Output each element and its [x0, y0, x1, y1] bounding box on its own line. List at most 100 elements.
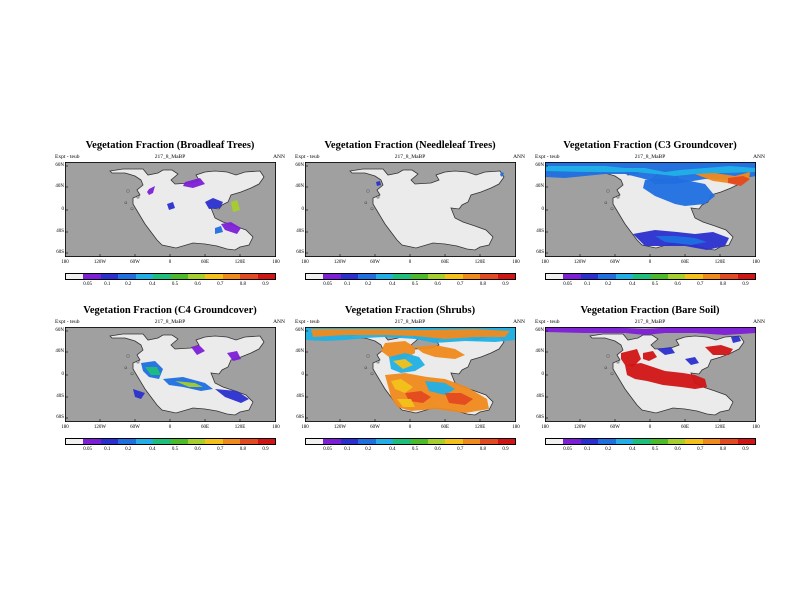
colorbar-swatch — [445, 274, 463, 279]
latitude-label: 40N — [535, 349, 544, 354]
colorbar-tick-label: 0.6 — [194, 447, 201, 452]
colorbar-swatch — [240, 439, 258, 444]
latitude-label: 60N — [535, 163, 544, 168]
colorbar-swatch — [580, 274, 599, 279]
latitude-label: 60N — [295, 163, 304, 168]
colorbar-swatch — [393, 439, 411, 444]
longitude-label: 60W — [370, 260, 380, 265]
colorbar-tick-label: 0.4 — [149, 447, 156, 452]
colorbar-swatch — [563, 439, 581, 444]
colorbar-tick-label: 0.9 — [502, 447, 509, 452]
colorbar-swatch — [598, 274, 616, 279]
latitude-label: 40S — [56, 229, 64, 234]
longitude-label: 120E — [714, 260, 726, 265]
colorbar-swatch — [633, 274, 651, 279]
vegetation-patch — [705, 345, 733, 355]
longitude-label: 120W — [573, 425, 587, 430]
colorbar-tick-label: 0.8 — [239, 447, 246, 452]
vegetation-patch — [445, 393, 473, 405]
vegetation-patch — [500, 172, 504, 177]
colorbar-swatch — [462, 439, 481, 444]
colorbar-tick-label: 0.2 — [125, 447, 132, 452]
season-label: ANN — [273, 154, 285, 160]
longitude-label: 60E — [200, 425, 210, 430]
island — [370, 207, 374, 210]
vegetation-patch — [227, 351, 241, 361]
map-frame — [545, 327, 756, 422]
longitude-label: 60E — [200, 260, 210, 265]
colorbar-swatch — [720, 439, 738, 444]
colorbar-tick-label: 0.9 — [262, 447, 269, 452]
colorbar-tick-label: 0.1 — [344, 447, 351, 452]
colorbar-swatch — [702, 439, 721, 444]
colorbar-swatch — [410, 439, 428, 444]
map-canvas — [305, 162, 516, 257]
colorbar-tick-label: 0.1 — [104, 447, 111, 452]
map-panel: Vegetation Fraction (Bare Soil) Expt - te… — [535, 305, 765, 465]
colorbar-swatch — [323, 439, 341, 444]
vegetation-patch — [215, 226, 223, 234]
colorbar-tick-label: 0.5 — [651, 282, 659, 287]
colorbar-swatch — [685, 439, 703, 444]
island — [370, 372, 374, 375]
longitude-label: 60E — [680, 260, 690, 265]
island — [130, 207, 134, 210]
season-label: ANN — [513, 154, 525, 160]
colorbar-tick-label: 0.6 — [434, 447, 441, 452]
colorbar-swatch — [83, 439, 101, 444]
colorbar-tick-label: 0.6 — [434, 282, 441, 287]
longitude-label: 120W — [333, 425, 347, 430]
colorbar-tick-label: 0.6 — [194, 282, 201, 287]
colorbar-tick-label: 0.5 — [651, 447, 659, 452]
colorbar-tick-label: 0.05 — [83, 282, 92, 287]
colorbar-swatch — [427, 274, 446, 279]
longitude-label: 180 — [61, 425, 69, 430]
colorbar — [305, 438, 516, 445]
latitude-label: 40S — [56, 394, 64, 399]
island — [126, 354, 130, 358]
colorbar-swatch — [153, 274, 171, 279]
colorbar-swatch — [187, 439, 206, 444]
colorbar-swatch — [580, 439, 599, 444]
longitude-label: 0 — [168, 425, 172, 430]
colorbar-tick-label: 0.6 — [674, 447, 681, 452]
latitude-label: 60N — [55, 163, 64, 168]
map-frame — [545, 162, 756, 257]
colorbar-swatch — [135, 274, 154, 279]
vegetation-patch — [191, 345, 205, 355]
latitude-label: 0 — [541, 372, 545, 377]
colorbar-swatch — [598, 439, 616, 444]
longitude-label: 120E — [714, 425, 726, 430]
colorbar-tick-label: 0.8 — [719, 447, 726, 452]
longitude-label: 120E — [234, 260, 246, 265]
map-panel: Vegetation Fraction (C3 Groundcover) Expt… — [535, 140, 765, 300]
colorbar-tick-label: 0.7 — [697, 447, 704, 452]
vegetation-patch — [391, 379, 413, 393]
island — [604, 366, 607, 369]
colorbar-swatch — [633, 439, 651, 444]
colorbar-swatch — [66, 274, 84, 279]
island — [604, 201, 607, 204]
island — [610, 207, 614, 210]
island — [124, 366, 127, 369]
colorbar-swatch — [667, 439, 686, 444]
colorbar-tick-label: 0.8 — [479, 447, 486, 452]
colorbar-swatch — [720, 274, 738, 279]
colorbar — [65, 273, 276, 280]
colorbar-swatch — [410, 274, 428, 279]
experiment-label: Expt - teub — [535, 154, 560, 160]
colorbar — [65, 438, 276, 445]
latitude-label: 40S — [536, 394, 544, 399]
colorbar-swatch — [240, 274, 258, 279]
longitude-label: 120W — [573, 260, 587, 265]
longitude-label: 180 — [752, 425, 760, 430]
colorbar-tick-label: 0.1 — [584, 282, 591, 287]
map-canvas — [65, 327, 276, 422]
vegetation-patch — [643, 178, 715, 206]
vegetation-patch — [625, 363, 707, 389]
latitude-label: 60S — [536, 415, 544, 420]
colorbar-tick-label: 0.8 — [239, 282, 246, 287]
longitude-label: 120E — [474, 425, 486, 430]
colorbar-swatch — [650, 439, 668, 444]
colorbar-swatch — [497, 274, 516, 279]
